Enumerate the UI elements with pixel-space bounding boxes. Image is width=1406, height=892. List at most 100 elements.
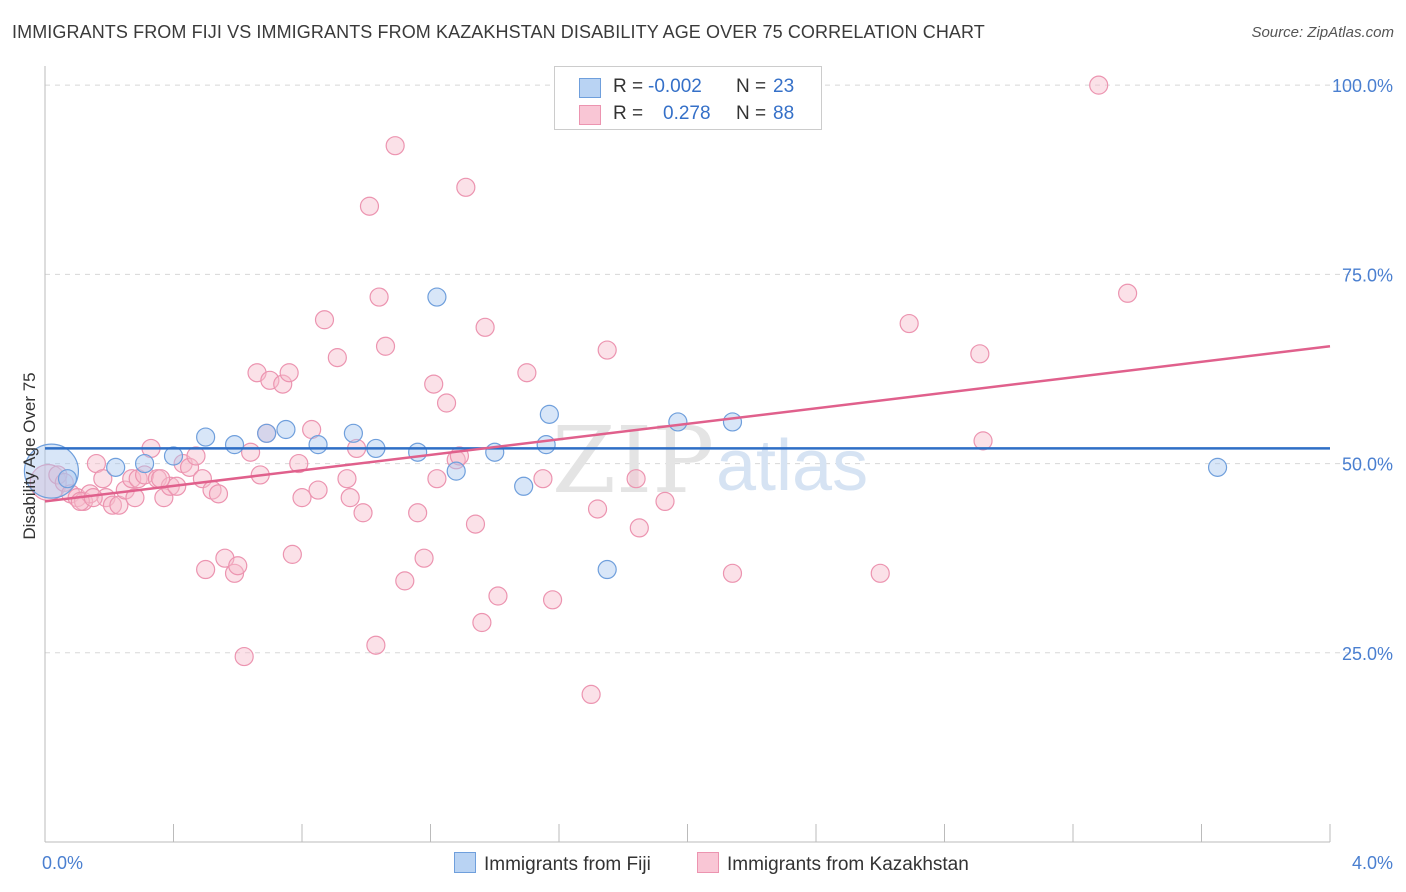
legend-n-value: 88	[773, 103, 795, 124]
kazakhstan-point	[260, 370, 280, 390]
kazakhstan-point	[125, 488, 145, 508]
fiji-point	[23, 443, 80, 499]
kazakhstan-point	[488, 586, 508, 606]
legend-r-value: 0.278	[663, 103, 711, 124]
fiji-point	[106, 457, 126, 477]
kazakhstan-point	[899, 313, 919, 334]
fiji-point	[163, 446, 184, 466]
kazakhstan-point	[475, 317, 495, 337]
fiji-legend-swatch	[454, 852, 476, 873]
kazakhstan-point	[533, 469, 553, 489]
kazakhstan-point	[414, 548, 434, 568]
kazakhstan-point	[314, 310, 335, 330]
bottom-legend-fiji: Immigrants from Fiji	[454, 852, 651, 876]
kazakhstan-point	[587, 499, 608, 519]
kazakhstan-point	[234, 646, 254, 667]
kazakhstan-point	[327, 348, 347, 368]
kazakhstan-point	[228, 556, 248, 576]
kazakhstan-point	[208, 484, 229, 504]
kazakhstan-swatch	[579, 105, 601, 125]
stats-legend: R = -0.002 N = 23 R = 0.278 N = 88	[554, 66, 822, 130]
x-tick-labels: 0.0% 4.0%	[42, 853, 1393, 873]
fiji-legend-label: Immigrants from Fiji	[484, 854, 651, 875]
y-tick-label: 25.0%	[1342, 644, 1393, 664]
kazakhstan-point	[472, 612, 492, 633]
kazakhstan-point	[54, 472, 74, 493]
fiji-point	[308, 435, 328, 455]
kazakhstan-point	[427, 469, 447, 489]
kazakhstan-point	[83, 488, 103, 508]
legend-r-label: R =	[613, 76, 644, 97]
kazakhstan-point	[186, 446, 206, 466]
kazakhstan-point	[465, 514, 486, 534]
legend-n-value: 23	[773, 76, 795, 97]
kazakhstan-point	[385, 136, 405, 156]
legend-n-label: N =	[736, 76, 767, 97]
kazakhstan-point	[102, 495, 123, 515]
kazakhstan-point	[340, 488, 360, 508]
kazakhstan-point	[542, 590, 563, 610]
kazakhstan-point	[517, 363, 537, 383]
bottom-legend-kazakhstan: Immigrants from Kazakhstan	[697, 852, 969, 876]
x-tick-label: 4.0%	[1352, 853, 1393, 873]
kazakhstan-point	[151, 469, 171, 489]
kazakhstan-point	[292, 488, 312, 508]
kazakhstan-point	[359, 196, 380, 216]
kazakhstan-point	[581, 684, 601, 705]
legend-n-label: N =	[736, 103, 767, 124]
kazakhstan-point	[436, 393, 457, 413]
kazakhstan-trend-line	[44, 345, 1331, 503]
fiji-points	[23, 287, 1228, 580]
fiji-point	[539, 404, 559, 424]
kazakhstan-point	[154, 488, 174, 508]
fiji-point	[57, 469, 78, 489]
legend-r-label: R =	[613, 103, 644, 124]
watermark-atlas: atlas	[716, 426, 868, 506]
fiji-point	[1207, 457, 1228, 477]
kazakhstan-point	[424, 374, 444, 394]
kazakhstan-point	[282, 544, 302, 564]
fiji-point	[722, 412, 743, 432]
kazakhstan-point	[626, 469, 646, 489]
fiji-point	[343, 423, 363, 443]
kazakhstan-point	[629, 518, 649, 538]
kazakhstan-point	[122, 469, 142, 489]
x-tick-label: 0.0%	[42, 853, 83, 873]
kazakhstan-point	[870, 563, 890, 583]
kazakhstan-point	[279, 363, 299, 383]
kazakhstan-point	[597, 340, 617, 360]
kazakhstan-legend-label: Immigrants from Kazakhstan	[727, 854, 969, 875]
kazakhstan-point	[369, 287, 389, 307]
axes	[44, 66, 1331, 843]
kazakhstan-point	[456, 177, 476, 197]
kazakhstan-point	[241, 442, 261, 462]
kazakhstan-point	[353, 503, 373, 523]
fiji-point	[427, 287, 447, 307]
fiji-point	[408, 442, 428, 462]
kazakhstan-point	[1089, 75, 1109, 95]
fiji-point	[196, 427, 216, 447]
kazakhstan-points	[29, 75, 1138, 705]
grid-lines	[45, 84, 1365, 654]
kazakhstan-point	[93, 469, 113, 489]
kazakhstan-point	[179, 457, 200, 477]
y-tick-label: 100.0%	[1332, 76, 1393, 96]
kazakhstan-point	[395, 571, 415, 591]
y-tick-labels: 25.0% 50.0% 75.0% 100.0%	[1332, 76, 1393, 664]
kazakhstan-point	[970, 344, 990, 364]
kazakhstan-legend-swatch	[697, 852, 719, 873]
legend-r-value: -0.002	[648, 76, 702, 97]
fiji-point	[134, 453, 155, 474]
kazakhstan-point	[337, 469, 357, 489]
fiji-point	[536, 435, 556, 455]
kazakhstan-point	[973, 431, 993, 451]
kazakhstan-point	[1118, 283, 1138, 303]
fiji-point	[257, 423, 277, 443]
kazakhstan-point	[273, 374, 293, 394]
trend-lines	[44, 345, 1331, 503]
fiji-swatch	[579, 78, 601, 98]
fiji-point	[514, 476, 534, 496]
y-axis-title: Disability Age Over 75	[20, 372, 39, 539]
kazakhstan-point	[289, 453, 309, 474]
